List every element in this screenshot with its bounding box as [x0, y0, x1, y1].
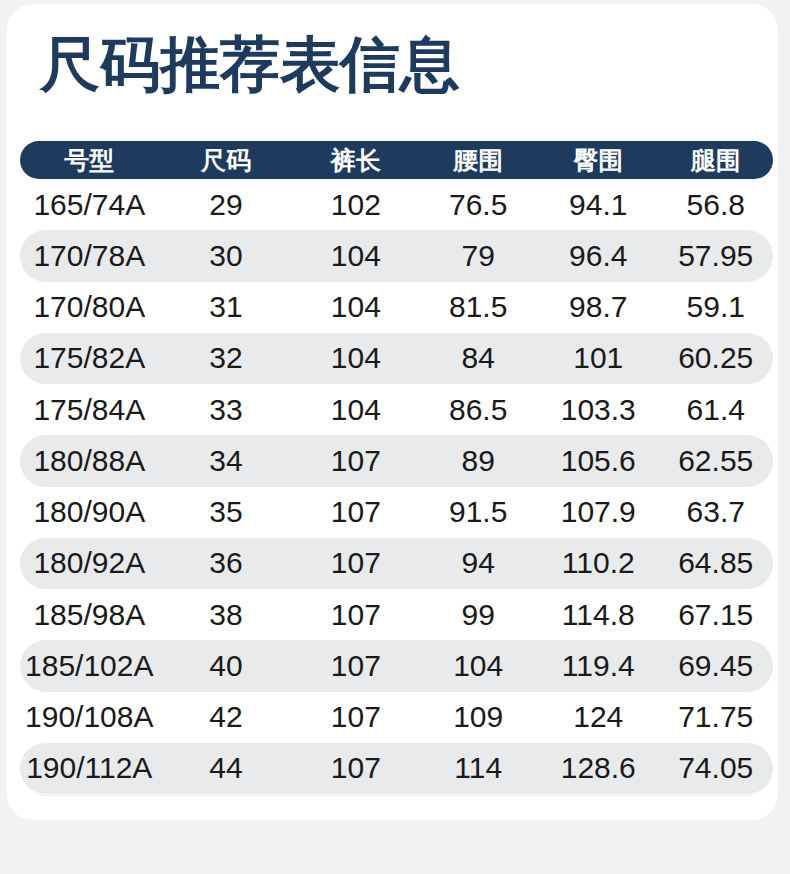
table-cell: 165/74A [20, 188, 159, 222]
table-cell: 114.8 [538, 598, 658, 632]
table-cell: 84 [418, 341, 538, 375]
table-cell: 36 [159, 546, 294, 580]
header-cell: 号型 [20, 144, 159, 177]
table-cell: 190/108A [20, 700, 159, 734]
table-cell: 104 [418, 649, 538, 683]
table-cell: 175/84A [20, 393, 159, 427]
table-cell: 86.5 [418, 393, 538, 427]
header-cell: 尺码 [159, 144, 294, 177]
header-cell: 腰围 [418, 144, 538, 177]
table-cell: 91.5 [418, 495, 538, 529]
table-cell: 101 [538, 341, 658, 375]
table-cell: 109 [418, 700, 538, 734]
table-cell: 180/88A [20, 444, 159, 478]
table-cell: 102 [293, 188, 418, 222]
table-cell: 180/90A [20, 495, 159, 529]
table-row: 185/98A3810799114.867.15 [20, 589, 773, 640]
table-cell: 128.6 [538, 751, 658, 785]
table-cell: 31 [159, 290, 294, 324]
table-row: 190/112A44107114128.674.05 [20, 743, 773, 794]
table-cell: 81.5 [418, 290, 538, 324]
table-cell: 89 [418, 444, 538, 478]
content-card: 尺码推荐表信息 号型尺码裤长腰围臀围腿围 165/74A2910276.594.… [7, 4, 778, 820]
table-cell: 44 [159, 751, 294, 785]
table-header-row: 号型尺码裤长腰围臀围腿围 [20, 141, 773, 179]
table-row: 185/102A40107104119.469.45 [20, 640, 773, 691]
table-cell: 67.15 [659, 598, 773, 632]
table-cell: 34 [159, 444, 294, 478]
table-cell: 33 [159, 393, 294, 427]
table-cell: 107 [293, 751, 418, 785]
table-cell: 119.4 [538, 649, 658, 683]
table-cell: 64.85 [659, 546, 773, 580]
table-row: 175/82A321048410160.25 [20, 333, 773, 384]
page-title: 尺码推荐表信息 [40, 32, 460, 98]
table-cell: 30 [159, 239, 294, 273]
table-cell: 79 [418, 239, 538, 273]
table-cell: 105.6 [538, 444, 658, 478]
table-cell: 104 [293, 341, 418, 375]
table-cell: 32 [159, 341, 294, 375]
table-cell: 107 [293, 444, 418, 478]
table-cell: 107 [293, 495, 418, 529]
table-cell: 107.9 [538, 495, 658, 529]
table-cell: 185/98A [20, 598, 159, 632]
table-cell: 74.05 [659, 751, 773, 785]
table-cell: 40 [159, 649, 294, 683]
table-cell: 62.55 [659, 444, 773, 478]
table-row: 180/90A3510791.5107.963.7 [20, 487, 773, 538]
table-cell: 190/112A [20, 751, 159, 785]
table-row: 170/80A3110481.598.759.1 [20, 282, 773, 333]
table-cell: 60.25 [659, 341, 773, 375]
table-cell: 98.7 [538, 290, 658, 324]
table-cell: 63.7 [659, 495, 773, 529]
table-cell: 104 [293, 393, 418, 427]
header-cell: 腿围 [659, 144, 773, 177]
table-cell: 29 [159, 188, 294, 222]
header-cell: 裤长 [293, 144, 418, 177]
size-table: 号型尺码裤长腰围臀围腿围 165/74A2910276.594.156.8170… [20, 141, 773, 796]
table-cell: 76.5 [418, 188, 538, 222]
table-cell: 107 [293, 649, 418, 683]
table-cell: 69.45 [659, 649, 773, 683]
table-cell: 107 [293, 700, 418, 734]
table-row: 175/84A3310486.5103.361.4 [20, 384, 773, 435]
table-cell: 180/92A [20, 546, 159, 580]
table-cell: 175/82A [20, 341, 159, 375]
table-cell: 96.4 [538, 239, 658, 273]
header-cell: 臀围 [538, 144, 658, 177]
table-cell: 94 [418, 546, 538, 580]
table-cell: 71.75 [659, 700, 773, 734]
table-row: 180/88A3410789105.662.55 [20, 435, 773, 486]
table-cell: 104 [293, 239, 418, 273]
table-cell: 99 [418, 598, 538, 632]
table-cell: 35 [159, 495, 294, 529]
table-cell: 107 [293, 546, 418, 580]
table-cell: 114 [418, 751, 538, 785]
table-cell: 104 [293, 290, 418, 324]
table-cell: 124 [538, 700, 658, 734]
table-cell: 38 [159, 598, 294, 632]
table-cell: 56.8 [659, 188, 773, 222]
table-cell: 103.3 [538, 393, 658, 427]
table-cell: 110.2 [538, 546, 658, 580]
table-cell: 107 [293, 598, 418, 632]
table-body: 165/74A2910276.594.156.8170/78A301047996… [20, 179, 773, 794]
table-cell: 42 [159, 700, 294, 734]
table-cell: 59.1 [659, 290, 773, 324]
table-row: 180/92A3610794110.264.85 [20, 538, 773, 589]
table-cell: 61.4 [659, 393, 773, 427]
table-cell: 185/102A [20, 649, 159, 683]
table-cell: 170/80A [20, 290, 159, 324]
table-row: 170/78A301047996.457.95 [20, 230, 773, 281]
divider [40, 795, 753, 796]
table-cell: 94.1 [538, 188, 658, 222]
table-row: 190/108A4210710912471.75 [20, 692, 773, 743]
table-row: 165/74A2910276.594.156.8 [20, 179, 773, 230]
table-cell: 170/78A [20, 239, 159, 273]
table-cell: 57.95 [659, 239, 773, 273]
